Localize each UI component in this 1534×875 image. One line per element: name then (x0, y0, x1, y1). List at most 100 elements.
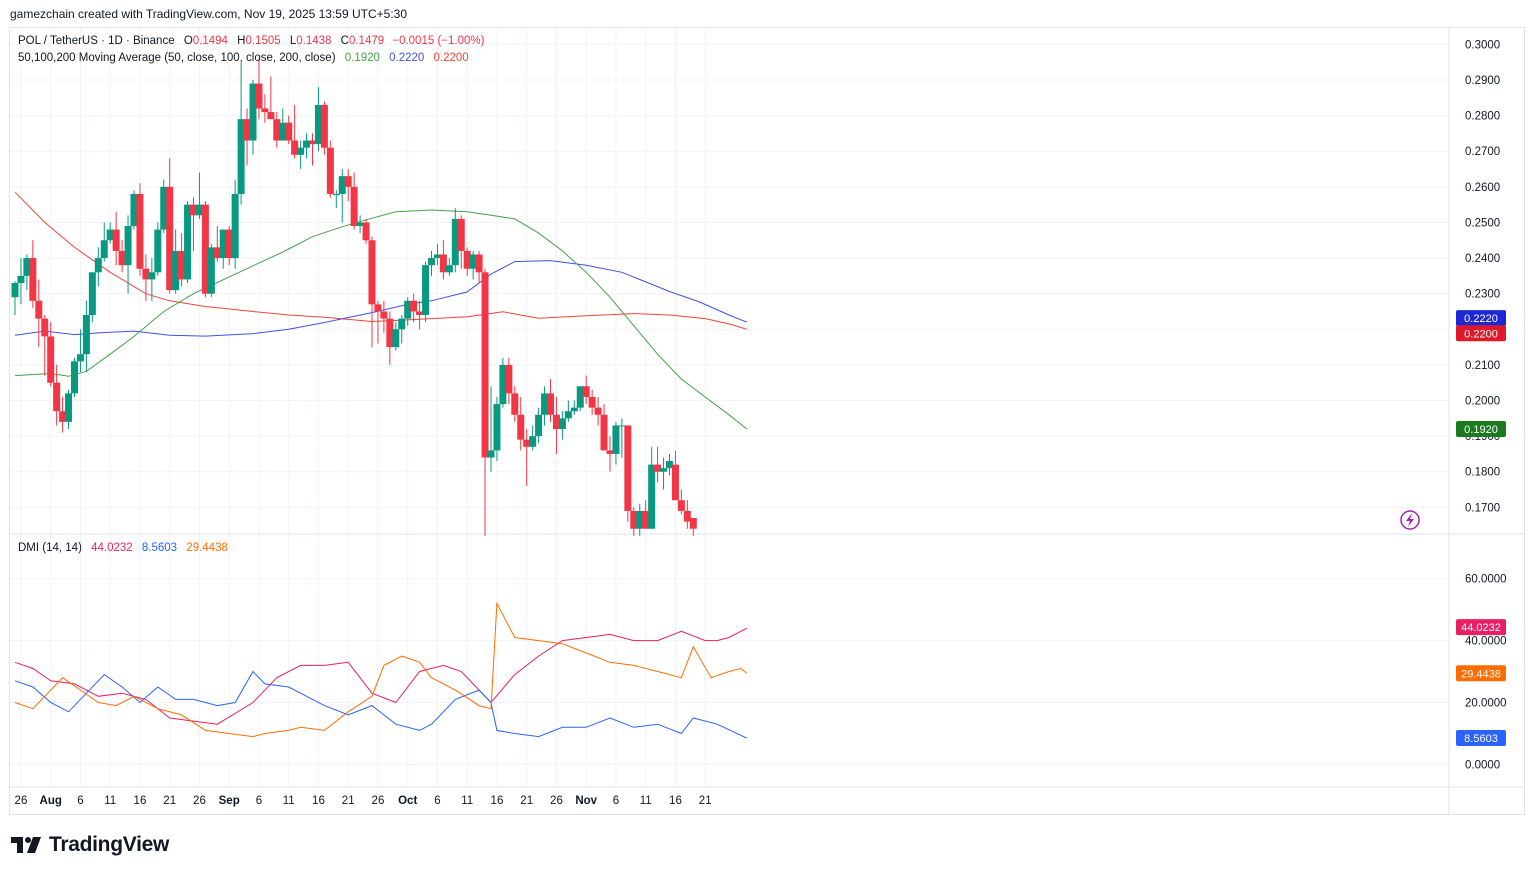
candle-body[interactable] (82, 315, 90, 355)
candle-body[interactable] (564, 411, 572, 419)
candle-body[interactable] (570, 407, 578, 412)
candle-body[interactable] (71, 361, 78, 394)
candle-body[interactable] (297, 147, 305, 155)
candle-body[interactable] (594, 407, 602, 415)
candle-body[interactable] (457, 218, 465, 251)
lightning-icon[interactable] (1400, 510, 1420, 530)
candle-body[interactable] (166, 186, 174, 291)
candle-body[interactable] (136, 193, 144, 269)
candle-body[interactable] (338, 176, 346, 194)
candle-body[interactable] (422, 265, 430, 316)
candle-body[interactable] (207, 247, 215, 294)
candle-body[interactable] (558, 418, 566, 430)
candle-body[interactable] (160, 186, 168, 230)
candle-body[interactable] (386, 318, 394, 348)
candle-body[interactable] (392, 329, 400, 348)
candle-body[interactable] (511, 393, 519, 415)
candle-body[interactable] (309, 140, 316, 145)
candle-body[interactable] (41, 318, 49, 337)
candle-body[interactable] (398, 318, 406, 330)
candle-body[interactable] (481, 272, 489, 458)
candle-body[interactable] (493, 404, 501, 451)
candle-body[interactable] (65, 393, 73, 422)
tradingview-logo[interactable]: TradingView (11, 833, 169, 857)
candle-body[interactable] (195, 204, 203, 216)
candle-body[interactable] (314, 104, 322, 145)
candle-body[interactable] (451, 218, 459, 266)
candle-body[interactable] (11, 282, 19, 298)
candle-body[interactable] (201, 204, 209, 294)
candle-body[interactable] (600, 414, 608, 451)
candle-body[interactable] (213, 247, 221, 259)
candle-body[interactable] (576, 386, 584, 408)
candle-body[interactable] (636, 510, 644, 529)
dmi-indicator-name[interactable]: DMI (14, 14) (18, 542, 82, 554)
candle-body[interactable] (178, 250, 186, 280)
candle-body[interactable] (475, 254, 483, 273)
candle-body[interactable] (374, 304, 382, 312)
candle-body[interactable] (463, 250, 471, 269)
candle-body[interactable] (547, 393, 554, 415)
candle-body[interactable] (439, 254, 447, 273)
candle-body[interactable] (380, 311, 388, 319)
candle-body[interactable] (142, 268, 150, 280)
candle-body[interactable] (654, 464, 662, 472)
candle-body[interactable] (523, 439, 531, 447)
candle-body[interactable] (618, 425, 626, 427)
candle-body[interactable] (285, 122, 293, 141)
candle-body[interactable] (154, 229, 162, 273)
chart-frame[interactable] (9, 27, 1525, 815)
candle-body[interactable] (249, 83, 257, 141)
candle-body[interactable] (469, 254, 477, 269)
candle-body[interactable] (23, 258, 31, 276)
candle-body[interactable] (535, 414, 543, 437)
candle-body[interactable] (529, 436, 537, 447)
candle-body[interactable] (428, 258, 435, 266)
candle-body[interactable] (642, 510, 650, 529)
candle-body[interactable] (588, 396, 596, 408)
candle-body[interactable] (660, 468, 668, 472)
candle-body[interactable] (59, 411, 67, 422)
candle-body[interactable] (671, 464, 679, 501)
candle-body[interactable] (148, 272, 156, 280)
candle-body[interactable] (582, 386, 590, 397)
candle-body[interactable] (190, 204, 197, 216)
candle-body[interactable] (112, 229, 120, 251)
candle-body[interactable] (35, 300, 43, 319)
candle-body[interactable] (237, 119, 245, 194)
candle-body[interactable] (53, 382, 61, 412)
candle-body[interactable] (76, 354, 84, 362)
candle-body[interactable] (344, 176, 352, 187)
candle-body[interactable] (326, 147, 334, 194)
candle-body[interactable] (118, 250, 126, 266)
candle-body[interactable] (243, 119, 251, 141)
candle-body[interactable] (130, 193, 138, 227)
candle-body[interactable] (94, 258, 102, 273)
candle-body[interactable] (606, 450, 614, 454)
candle-body[interactable] (404, 300, 412, 319)
candle-body[interactable] (677, 500, 685, 511)
candle-body[interactable] (17, 275, 25, 283)
candle-body[interactable] (303, 140, 311, 148)
candle-body[interactable] (630, 510, 638, 529)
candle-body[interactable] (100, 240, 108, 259)
candle-body[interactable] (445, 265, 453, 273)
candle-body[interactable] (517, 414, 525, 440)
candle-body[interactable] (433, 254, 441, 259)
candle-body[interactable] (279, 122, 287, 141)
candle-body[interactable] (261, 108, 269, 113)
candle-body[interactable] (689, 518, 697, 529)
candle-body[interactable] (320, 104, 328, 148)
candle-body[interactable] (541, 393, 549, 415)
candle-body[interactable] (184, 204, 192, 280)
candle-body[interactable] (124, 226, 132, 266)
candle-body[interactable] (172, 250, 180, 291)
candle-body[interactable] (273, 119, 281, 141)
candle-body[interactable] (368, 240, 376, 305)
candle-body[interactable] (219, 229, 227, 259)
candle-body[interactable] (88, 272, 96, 316)
candle-body[interactable] (350, 186, 358, 227)
candle-body[interactable] (552, 414, 560, 430)
candle-body[interactable] (225, 229, 233, 259)
